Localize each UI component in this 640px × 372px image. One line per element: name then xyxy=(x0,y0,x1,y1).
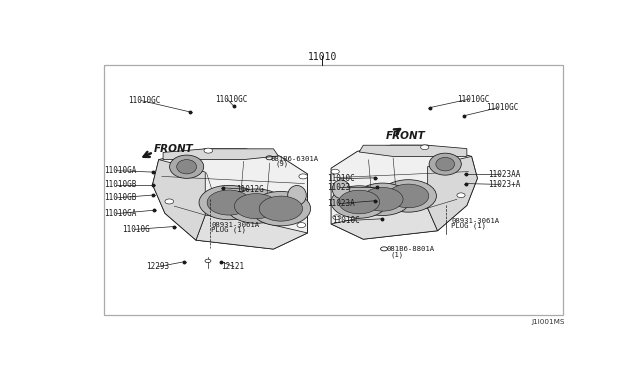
Circle shape xyxy=(331,169,339,174)
Polygon shape xyxy=(331,208,438,239)
Circle shape xyxy=(251,192,310,226)
Polygon shape xyxy=(331,145,477,239)
Text: 11010GA: 11010GA xyxy=(104,209,136,218)
Circle shape xyxy=(205,259,211,263)
Polygon shape xyxy=(428,156,477,231)
Text: 11010GC: 11010GC xyxy=(486,103,518,112)
Text: 11012G: 11012G xyxy=(236,185,264,194)
Polygon shape xyxy=(163,149,278,160)
Circle shape xyxy=(259,196,303,221)
Polygon shape xyxy=(196,215,308,249)
Polygon shape xyxy=(152,160,205,240)
Text: 081B6-8801A: 081B6-8801A xyxy=(387,246,435,253)
Text: PLUG (1): PLUG (1) xyxy=(211,226,246,232)
Ellipse shape xyxy=(436,157,454,171)
Text: 08931-3061A: 08931-3061A xyxy=(211,221,260,228)
Circle shape xyxy=(234,193,278,219)
Circle shape xyxy=(355,183,411,215)
Circle shape xyxy=(457,193,465,198)
Ellipse shape xyxy=(170,155,204,178)
Circle shape xyxy=(333,215,341,219)
Text: FRONT: FRONT xyxy=(386,131,426,141)
Text: 11023+A: 11023+A xyxy=(488,180,520,189)
Text: 11010GC: 11010GC xyxy=(457,94,490,103)
Text: 12121: 12121 xyxy=(221,262,244,271)
Circle shape xyxy=(199,185,259,220)
Text: 11023AA: 11023AA xyxy=(488,170,520,179)
Circle shape xyxy=(362,187,403,211)
Text: (9): (9) xyxy=(276,160,289,167)
Ellipse shape xyxy=(288,186,307,205)
Polygon shape xyxy=(359,145,467,156)
Polygon shape xyxy=(152,149,308,249)
Text: 11010C: 11010C xyxy=(327,174,355,183)
Text: 11010GA: 11010GA xyxy=(104,166,136,175)
Text: 11010GB: 11010GB xyxy=(104,193,136,202)
Text: 081B6-6301A: 081B6-6301A xyxy=(271,155,319,162)
Text: 11010C: 11010C xyxy=(332,216,360,225)
Circle shape xyxy=(299,174,308,179)
Circle shape xyxy=(388,184,429,208)
Text: (1): (1) xyxy=(390,251,403,257)
Circle shape xyxy=(204,148,212,153)
Text: 12293: 12293 xyxy=(146,262,169,271)
Text: 11010G: 11010G xyxy=(122,225,150,234)
Text: 11010GB: 11010GB xyxy=(104,180,136,189)
Ellipse shape xyxy=(429,153,461,175)
Circle shape xyxy=(227,189,286,223)
Text: FRONT: FRONT xyxy=(154,144,193,154)
Circle shape xyxy=(297,222,306,228)
Circle shape xyxy=(380,180,436,212)
Text: 11023A: 11023A xyxy=(327,199,355,208)
Text: J1l001MS: J1l001MS xyxy=(532,319,565,326)
Text: 11010GC: 11010GC xyxy=(129,96,161,105)
Text: PLUG (1): PLUG (1) xyxy=(451,222,486,229)
Text: 08931-3061A: 08931-3061A xyxy=(451,218,499,224)
Circle shape xyxy=(207,190,250,215)
Text: 11010: 11010 xyxy=(307,52,337,62)
Circle shape xyxy=(331,186,387,218)
Circle shape xyxy=(165,199,173,204)
Circle shape xyxy=(420,145,429,150)
Text: 11010GC: 11010GC xyxy=(215,94,247,103)
Circle shape xyxy=(339,190,380,214)
Text: 11023: 11023 xyxy=(327,183,350,192)
Ellipse shape xyxy=(332,180,350,198)
Ellipse shape xyxy=(177,160,196,174)
